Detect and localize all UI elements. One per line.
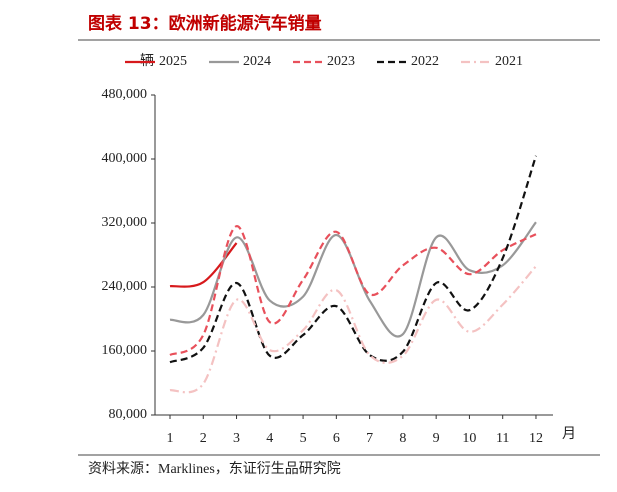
x-tick-label: 9	[433, 431, 440, 446]
x-tick-label: 12	[529, 431, 543, 446]
y-tick-label: 400,000	[102, 151, 148, 166]
y-tick-label: 320,000	[102, 215, 148, 230]
series-line	[169, 242, 238, 288]
x-tick-label: 8	[399, 431, 406, 446]
y-tick-label: 240,000	[102, 279, 148, 294]
y-tick-label: 80,000	[109, 407, 148, 422]
series-line	[169, 225, 537, 357]
x-tick-label: 11	[496, 431, 509, 446]
x-axis-label: 月	[562, 426, 576, 442]
series-line	[169, 221, 537, 338]
chart-title: 图表 13：欧洲新能源汽车销量	[88, 13, 322, 34]
source: 资料来源：Marklines，东证衍生品研究院	[88, 461, 341, 477]
x-tick-label: 5	[300, 431, 307, 446]
x-tick-label: 7	[366, 431, 373, 446]
legend-label: 2021	[495, 54, 523, 69]
legend-label: 2022	[411, 54, 439, 69]
x-tick-label: 2	[200, 431, 207, 446]
series-line	[169, 265, 537, 394]
legend-label: 2025	[159, 54, 187, 69]
y-tick-label: 480,000	[102, 87, 148, 102]
y-tick-label: 160,000	[102, 343, 148, 358]
x-tick-label: 1	[167, 431, 174, 446]
legend-label: 2024	[243, 54, 271, 69]
x-tick-label: 3	[233, 431, 240, 446]
x-tick-label: 10	[462, 431, 476, 446]
x-tick-label: 4	[266, 431, 273, 446]
legend-label: 2023	[327, 54, 355, 69]
x-tick-label: 6	[333, 431, 340, 446]
